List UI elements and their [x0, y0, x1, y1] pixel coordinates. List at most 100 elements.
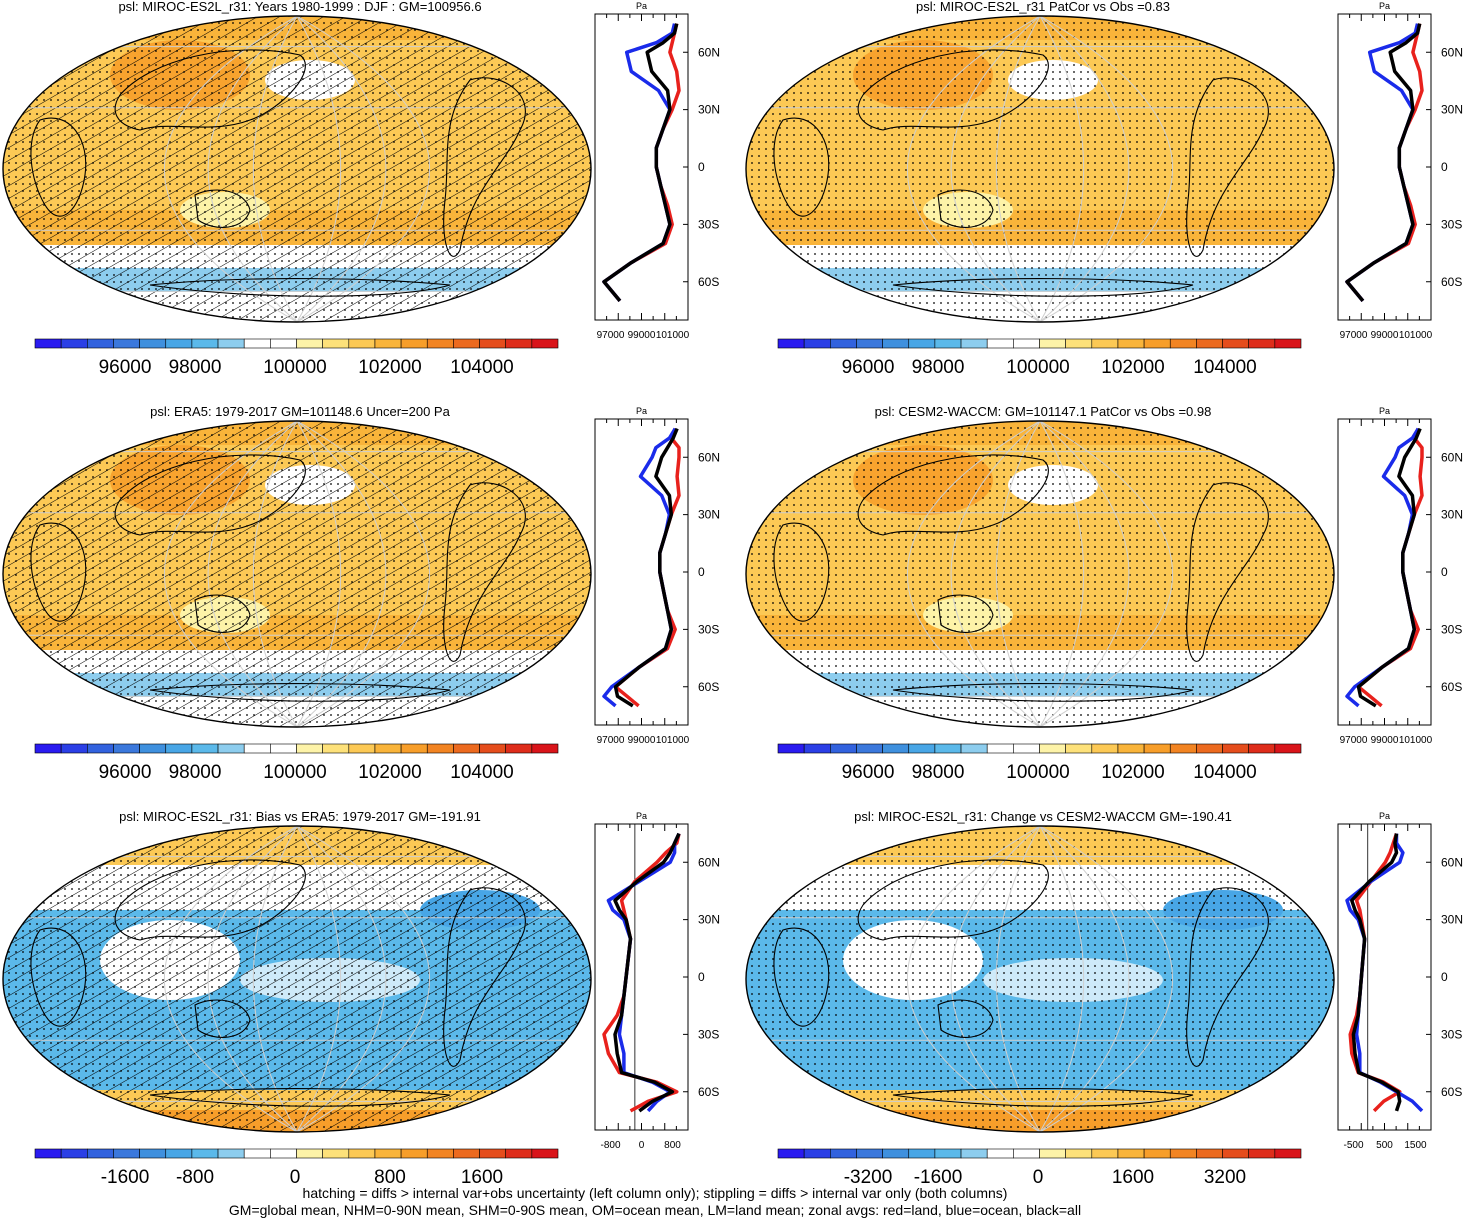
- colorbar-swatch: [165, 338, 193, 349]
- profile-x-tick-label: 97000: [1340, 330, 1368, 341]
- colorbar-swatch: [453, 743, 480, 754]
- colorbar-swatch: [803, 338, 831, 349]
- colorbar-tick-label: 102000: [1101, 762, 1164, 783]
- profile-lat-label: 60N: [698, 855, 720, 869]
- profile-lat-label: 30S: [698, 217, 719, 231]
- colorbar-swatch: [1274, 338, 1302, 349]
- panel-canvas: 96000 98000 100000 102000 104000 Pa 60N 30N 0 30S…: [745, 1, 1463, 378]
- colorbar: 96000 98000 100000 102000 104000: [34, 743, 559, 783]
- panel-title: psl: MIROC-ES2L_r31: Years 1980-1999 : D…: [118, 0, 482, 14]
- map: [745, 420, 1335, 728]
- colorbar-swatch: [531, 743, 559, 754]
- colorbar-swatch: [1222, 338, 1249, 349]
- colorbar-swatch: [426, 743, 454, 754]
- colorbar: -3200 -1600 0 1600 3200: [777, 1148, 1302, 1188]
- profile-lat-label: 30N: [1441, 103, 1463, 117]
- colorbar-swatch: [296, 743, 323, 754]
- colorbar-swatch: [1143, 338, 1171, 349]
- colorbar-tick-label: 1600: [1112, 1167, 1154, 1188]
- profile-series-ocean: [1345, 427, 1420, 708]
- colorbar-swatch: [1117, 743, 1145, 754]
- colorbar-swatch: [479, 1148, 506, 1159]
- profile-lat-label: 30S: [698, 622, 719, 636]
- colorbar-swatch: [777, 338, 805, 349]
- profile-x-tick-label: 97000: [597, 735, 625, 746]
- colorbar-swatch: [165, 1148, 193, 1159]
- colorbar-swatch: [400, 743, 428, 754]
- colorbar-swatch: [374, 338, 402, 349]
- panel-2: 96000 98000 100000 102000 104000 Pa 60N 30N 0 30S…: [743, 0, 1483, 405]
- colorbar-swatch: [426, 338, 454, 349]
- profile-series-land: [602, 833, 681, 1113]
- zonal-profile: Pa 60N 30N 0 30S 60S 97000 99000 101000: [594, 1, 720, 341]
- colorbar-tick-label: 100000: [1006, 762, 1069, 783]
- colorbar-swatch: [217, 743, 245, 754]
- profile-lat-label: 30S: [1441, 217, 1462, 231]
- profile-x-tick-label: -500: [1343, 1140, 1363, 1151]
- colorbar-tick-label: 104000: [450, 762, 513, 783]
- colorbar-swatch: [1196, 1148, 1223, 1159]
- profile-series-land: [602, 23, 681, 303]
- profile-lat-label: 30N: [698, 913, 720, 927]
- colorbar-swatch: [453, 1148, 480, 1159]
- colorbar-swatch: [34, 338, 62, 349]
- colorbar-tick-label: 98000: [912, 357, 965, 378]
- colorbar: 96000 98000 100000 102000 104000: [777, 338, 1302, 378]
- colorbar-swatch: [243, 743, 271, 754]
- colorbar-swatch: [1196, 338, 1223, 349]
- colorbar-swatch: [803, 1148, 831, 1159]
- profile-lat-label: 60S: [698, 680, 719, 694]
- colorbar-tick-label: 100000: [263, 762, 326, 783]
- colorbar-swatch: [1091, 743, 1119, 754]
- colorbar-tick-label: 104000: [450, 357, 513, 378]
- zonal-profile: Pa 60N 30N 0 30S 60S -500 500 1500: [1337, 811, 1463, 1151]
- colorbar-swatch: [1143, 743, 1171, 754]
- colorbar-swatch: [960, 743, 988, 754]
- panel-3: 96000 98000 100000 102000 104000 Pa 60N 30N 0 30S…: [0, 404, 740, 810]
- colorbar-swatch: [1248, 743, 1276, 754]
- profile-series-land: [613, 427, 681, 708]
- colorbar-swatch: [113, 1148, 140, 1159]
- profile-lat-label: 30N: [698, 508, 720, 522]
- panel-title: psl: MIROC-ES2L_r31: Change vs CESM2-WAC…: [854, 809, 1232, 824]
- profile-lat-label: 60S: [1441, 680, 1462, 694]
- colorbar-swatch: [165, 743, 193, 754]
- colorbar-swatch: [908, 1148, 936, 1159]
- panel-6: -3200 -1600 0 1600 3200 Pa 60N 30N 0 30S 60S -500 50…: [743, 809, 1483, 1215]
- colorbar-swatch: [1065, 743, 1093, 754]
- colorbar-swatch: [908, 743, 936, 754]
- colorbar-swatch: [348, 743, 376, 754]
- colorbar-swatch: [87, 1148, 114, 1159]
- profile-unit: Pa: [1379, 406, 1390, 416]
- colorbar-swatch: [1169, 1148, 1197, 1159]
- profile-lat-label: 60N: [698, 450, 720, 464]
- colorbar-swatch: [322, 1148, 350, 1159]
- profile-lat-label: 0: [698, 970, 705, 984]
- profile-unit: Pa: [636, 811, 647, 821]
- colorbar-swatch: [777, 1148, 805, 1159]
- colorbar-swatch: [60, 743, 88, 754]
- profile-x-tick-label: 99000: [1371, 735, 1399, 746]
- colorbar-swatch: [374, 1148, 402, 1159]
- colorbar-swatch: [270, 338, 297, 349]
- profile-unit: Pa: [636, 1, 647, 11]
- profile-lat-label: 60S: [698, 1085, 719, 1099]
- colorbar-swatch: [934, 338, 962, 349]
- panel-title: psl: MIROC-ES2L_r31: Bias vs ERA5: 1979-…: [119, 809, 481, 824]
- profile-lat-label: 30S: [1441, 622, 1462, 636]
- map-border: [745, 420, 1335, 728]
- colorbar-swatch: [296, 338, 323, 349]
- panel-canvas: -1600 -800 0 800 1600 Pa 60N 30N 0 30S 60S -800 0 800: [2, 811, 720, 1188]
- map-border: [745, 15, 1335, 323]
- colorbar-swatch: [479, 743, 506, 754]
- profile-x-tick-label: 800: [664, 1140, 681, 1151]
- profile-lat-label: 60N: [1441, 450, 1463, 464]
- colorbar-swatch: [1274, 1148, 1302, 1159]
- colorbar-tick-label: 104000: [1193, 357, 1256, 378]
- colorbar-tick-label: 96000: [99, 762, 152, 783]
- profile-series-land: [1356, 427, 1424, 708]
- panel-1: 96000 98000 100000 102000 104000 Pa 60N 30N 0 30S…: [0, 0, 740, 405]
- colorbar-tick-label: 3200: [1204, 1167, 1246, 1188]
- colorbar-swatch: [1091, 1148, 1119, 1159]
- footer-line-1: hatching = diffs > internal var+obs unce…: [302, 1185, 1008, 1201]
